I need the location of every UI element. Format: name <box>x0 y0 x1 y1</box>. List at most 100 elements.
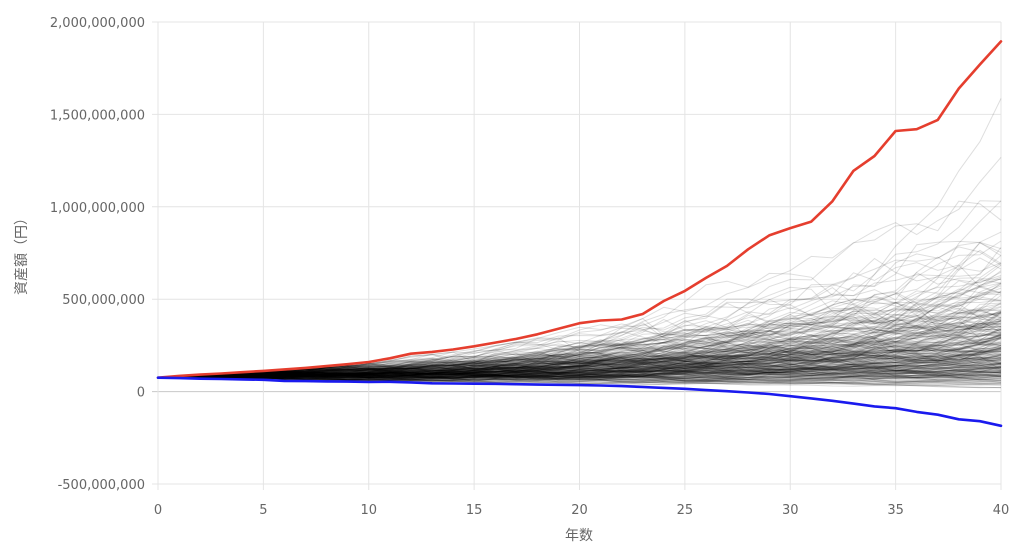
simulation-path <box>157 276 1002 379</box>
simulation-path <box>157 322 1002 379</box>
simulation-path <box>157 360 1002 379</box>
simulation-path <box>157 319 1002 379</box>
simulation-path <box>157 342 1002 379</box>
simulation-path <box>157 372 1002 384</box>
simulation-path <box>157 337 1002 380</box>
simulation-path <box>157 328 1002 379</box>
simulation-path <box>157 336 1002 380</box>
simulation-path <box>157 363 1002 380</box>
simulation-path <box>157 330 1002 379</box>
simulation-path <box>157 309 1002 381</box>
simulation-path <box>157 360 1002 379</box>
simulation-path <box>157 369 1002 381</box>
y-axis-title: 資産額（円） <box>14 211 30 295</box>
simulation-path <box>157 336 1002 379</box>
simulation-path <box>157 326 1002 379</box>
simulation-path <box>157 368 1002 381</box>
simulation-path <box>157 367 1001 383</box>
simulation-path <box>157 340 1002 381</box>
simulation-path <box>157 335 1002 379</box>
simulation-path <box>157 306 1002 379</box>
simulation-path <box>157 348 1002 379</box>
simulation-path <box>157 315 1002 381</box>
simulation-path <box>157 319 1002 379</box>
simulation-path <box>157 359 1002 379</box>
simulation-path <box>157 313 1002 379</box>
simulation-path <box>157 348 1002 379</box>
simulation-path <box>157 373 1002 382</box>
simulation-path <box>157 375 1002 386</box>
simulation-path <box>157 306 1002 379</box>
simulation-path <box>157 335 1002 379</box>
simulation-path <box>157 296 1002 379</box>
simulation-path <box>157 310 1002 379</box>
simulation-path <box>157 326 1002 380</box>
simulation-path <box>157 319 1002 381</box>
simulation-path <box>157 262 1002 379</box>
simulation-path <box>157 348 1002 379</box>
simulation-path <box>157 362 1002 379</box>
simulation-path <box>157 328 1002 379</box>
simulation-path <box>157 357 1002 379</box>
simulation-path <box>157 355 1002 379</box>
simulation-path <box>157 356 1002 379</box>
simulation-path <box>157 370 1002 382</box>
simulation-path <box>157 354 1002 379</box>
simulation-path <box>157 200 1002 379</box>
simulation-path <box>157 255 1002 379</box>
y-axis-tick-labels: -500,000,000 0 500,000,000 1,000,000,000 1,5… <box>50 16 145 493</box>
simulation-path <box>157 349 1002 380</box>
simulation-path <box>157 323 1002 379</box>
simulation-path <box>157 349 1002 379</box>
simulation-path <box>157 308 1002 379</box>
simulation-path <box>157 328 1002 379</box>
simulation-path <box>157 364 1002 382</box>
simulation-path <box>157 365 1002 382</box>
simulation-path <box>157 351 1002 379</box>
simulation-path <box>157 357 1002 379</box>
simulation-path <box>157 364 1002 379</box>
simulation-path <box>157 334 1002 379</box>
highlighted-series <box>156 40 1003 428</box>
simulation-path <box>157 366 1002 384</box>
simulation-path <box>157 339 1002 379</box>
simulation-path <box>157 282 1002 379</box>
simulation-path <box>157 343 1002 379</box>
simulation-path <box>157 340 1002 379</box>
simulation-path <box>157 256 1002 379</box>
simulation-path <box>157 324 1002 379</box>
simulation-path <box>157 293 1002 379</box>
simulation-path <box>157 299 1002 380</box>
simulation-path <box>157 363 1002 379</box>
simulation-path <box>157 366 1002 381</box>
x-tick-label: 40 <box>993 503 1010 518</box>
simulation-path <box>157 362 1002 379</box>
simulation-path <box>157 304 1002 379</box>
simulation-path <box>157 324 1002 379</box>
simulation-path <box>157 270 1002 379</box>
simulation-path <box>157 307 1002 379</box>
simulation-path <box>157 360 1002 379</box>
simulation-path <box>157 350 1002 382</box>
simulation-path <box>157 312 1002 379</box>
simulation-path <box>157 330 1002 381</box>
simulation-path <box>157 329 1002 379</box>
simulation-path <box>157 264 1002 379</box>
simulation-path <box>157 337 1002 379</box>
simulation-path <box>157 316 1002 379</box>
simulation-path <box>157 309 1002 379</box>
simulation-path <box>157 370 1002 383</box>
simulation-path <box>157 371 1002 384</box>
simulation-path <box>157 355 1002 379</box>
simulation-path <box>157 295 1002 379</box>
y-tick-label: 1,500,000,000 <box>50 108 145 123</box>
simulation-path <box>157 365 1002 382</box>
simulation-path <box>157 375 1002 386</box>
simulation-path <box>157 351 1002 379</box>
simulation-path <box>157 346 1002 379</box>
simulation-path <box>157 343 1002 380</box>
simulation-path <box>157 369 1002 380</box>
simulation-path <box>157 351 1002 379</box>
grid-lines <box>152 21 1002 490</box>
simulation-path <box>157 322 1002 379</box>
